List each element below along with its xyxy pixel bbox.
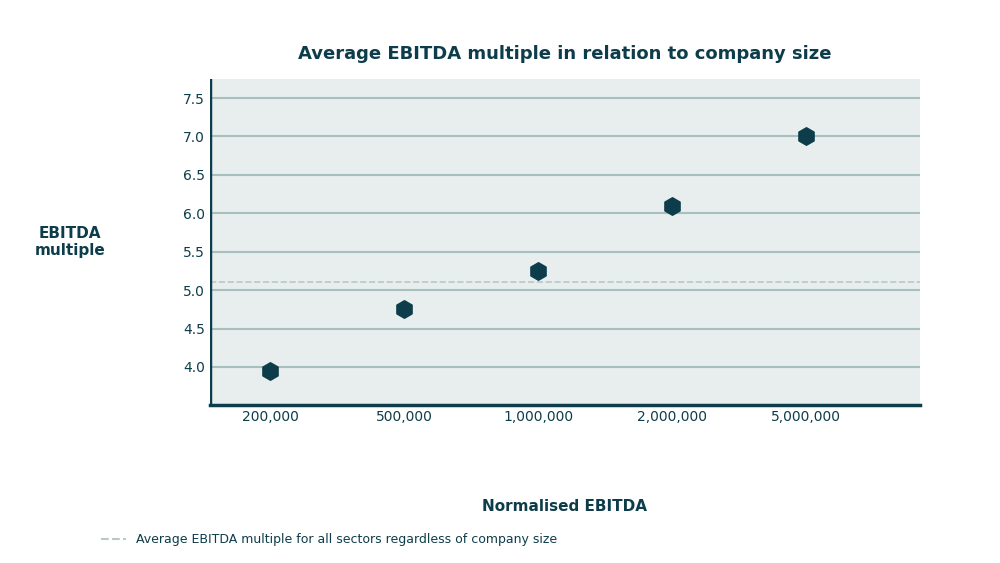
Point	[262, 367, 278, 376]
Legend: Average EBITDA multiple for all sectors regardless of company size: Average EBITDA multiple for all sectors …	[96, 528, 562, 551]
Text: Normalised EBITDA: Normalised EBITDA	[482, 499, 648, 514]
Title: Average EBITDA multiple in relation to company size: Average EBITDA multiple in relation to c…	[298, 46, 832, 64]
Point	[396, 305, 412, 314]
Point	[798, 132, 814, 141]
Point	[664, 201, 680, 210]
Point	[530, 266, 546, 275]
Text: EBITDA
multiple: EBITDA multiple	[35, 226, 105, 258]
